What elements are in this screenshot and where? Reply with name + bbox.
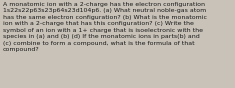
Text: A monatomic ion with a 2-charge has the electron configuration
1s22s22p63s23p64s: A monatomic ion with a 2-charge has the … [3,2,207,52]
